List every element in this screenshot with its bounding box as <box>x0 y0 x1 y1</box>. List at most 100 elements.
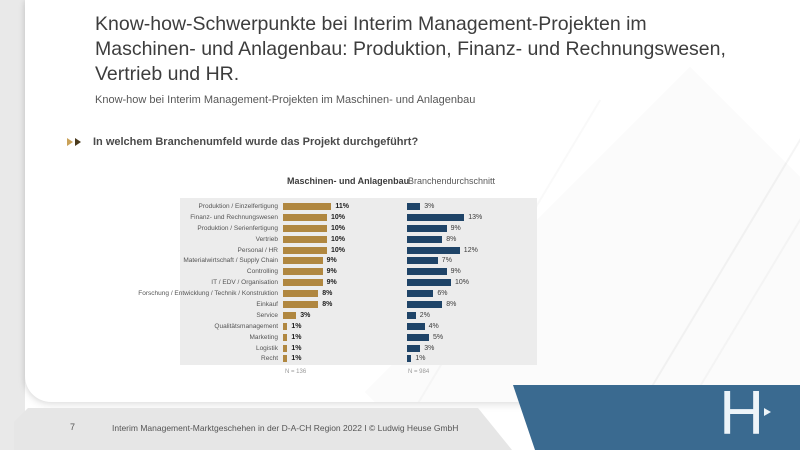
chart-row: Finanz- und Rechnungswesen 10% 13% <box>180 212 560 223</box>
value-label-right: 3% <box>424 202 435 210</box>
chart-panel <box>180 198 537 365</box>
value-label-right: 10% <box>455 279 470 287</box>
title-block: Know-how-Schwerpunkte bei Interim Manage… <box>95 12 743 106</box>
bar-left <box>283 290 319 298</box>
bar-left <box>283 246 327 254</box>
arrow-right-icon <box>75 138 81 146</box>
left-gutter <box>0 0 25 450</box>
value-label-right: 4% <box>428 322 439 330</box>
category-label: Finanz- und Rechnungswesen <box>190 213 278 221</box>
value-label-left: 1% <box>291 344 302 352</box>
chart-row: Service 3% 2% <box>180 310 560 321</box>
double-arrow-icon <box>67 138 81 146</box>
value-label-right: 2% <box>419 311 430 319</box>
bar-right <box>407 344 421 352</box>
value-label-left: 9% <box>326 257 337 265</box>
chart-row: Materialwirtschaft / Supply Chain 9% 7% <box>180 255 560 266</box>
value-label-left: 8% <box>322 300 333 308</box>
value-label-left: 3% <box>300 311 311 319</box>
bar-right <box>407 322 425 330</box>
bar-left <box>283 322 288 330</box>
bar-left <box>283 279 323 287</box>
bar-left <box>283 213 327 221</box>
value-label-left: 9% <box>326 279 337 287</box>
value-label-right: 13% <box>468 213 483 221</box>
category-label: Controlling <box>246 268 278 276</box>
category-label: Personal / HR <box>237 246 278 254</box>
bar-right <box>407 333 429 341</box>
logo-letter: H <box>719 379 764 448</box>
bar-left <box>283 311 297 319</box>
chart-row: Vertrieb 10% 8% <box>180 234 560 245</box>
category-label: Produktion / Serienfertigung <box>197 224 278 232</box>
value-label-left: 1% <box>291 322 302 330</box>
value-label-right: 9% <box>450 268 461 276</box>
bar-left <box>283 355 288 363</box>
value-label-right: 1% <box>415 355 426 363</box>
category-label: Vertrieb <box>255 235 278 243</box>
bar-left <box>283 257 323 265</box>
bar-left <box>283 224 327 232</box>
bar-right <box>407 202 421 210</box>
category-label: Service <box>256 311 278 319</box>
page-number: 7 <box>70 422 76 432</box>
chart-row: Recht 1% 1% <box>180 353 560 364</box>
bar-left <box>283 268 323 276</box>
value-label-left: 1% <box>291 355 302 363</box>
heuse-h-logo: H <box>719 385 764 445</box>
value-label-right: 8% <box>446 235 457 243</box>
category-label: Logistik <box>255 344 278 352</box>
category-label: Marketing <box>249 333 278 341</box>
value-label-left: 8% <box>322 290 333 298</box>
chart-row: Logistik 1% 3% <box>180 343 560 354</box>
chart-row: Controlling 9% 9% <box>180 266 560 277</box>
page-title: Know-how-Schwerpunkte bei Interim Manage… <box>95 13 726 85</box>
bar-right <box>407 268 447 276</box>
chart-row: Forschung / Entwicklung / Technik / Kons… <box>138 288 560 299</box>
chart-row: Einkauf 8% 8% <box>180 299 560 310</box>
bar-right <box>407 311 416 319</box>
bar-right <box>407 235 443 243</box>
series-name-right: Branchendurchschnitt <box>408 176 496 186</box>
chart-row: Produktion / Einzelfertigung 11% 3% <box>180 201 560 212</box>
arrow-right-icon <box>67 138 73 146</box>
value-label-right: 9% <box>450 224 461 232</box>
bar-right <box>407 246 460 254</box>
logo-arrow-icon <box>764 408 771 416</box>
bar-right <box>407 213 465 221</box>
chart-row: Produktion / Serienfertigung 10% 9% <box>180 223 560 234</box>
category-label: Recht <box>261 355 278 363</box>
chart-row: Qualitätsmanagement 1% 4% <box>180 321 560 332</box>
value-label-left: 11% <box>335 202 350 210</box>
bar-left <box>283 300 319 308</box>
bar-right <box>407 224 447 232</box>
value-label-right: 7% <box>441 257 452 265</box>
question-row: In welchem Branchenumfeld wurde das Proj… <box>67 136 418 148</box>
page-subtitle: Know-how bei Interim Management-Projekte… <box>95 94 476 106</box>
value-label-right: 6% <box>437 290 448 298</box>
category-label: Produktion / Einzelfertigung <box>198 202 279 210</box>
source-text: Interim Management-Marktgeschehen in der… <box>112 423 459 433</box>
category-label: Qualitätsmanagement <box>214 322 278 330</box>
value-label-left: 10% <box>331 213 346 221</box>
bar-right <box>407 300 443 308</box>
value-label-left: 10% <box>331 246 346 254</box>
bar-right <box>407 290 434 298</box>
value-label-right: 8% <box>446 300 457 308</box>
bar-right <box>407 279 451 287</box>
value-label-right: 5% <box>433 333 444 341</box>
value-label-left: 9% <box>326 268 337 276</box>
chart-row: Marketing 1% 5% <box>180 332 560 343</box>
n-label-right: N = 984 <box>408 369 430 375</box>
category-label: Forschung / Entwicklung / Technik / Kons… <box>138 290 278 298</box>
value-label-left: 1% <box>291 333 302 341</box>
footer-strip <box>14 408 512 450</box>
bar-chart: Maschinen- und Anlagenbau Branchendurchs… <box>138 176 560 381</box>
bar-right <box>407 257 438 265</box>
chart-row: IT / EDV / Organisation 9% 10% <box>180 277 560 288</box>
value-label-left: 10% <box>331 224 346 232</box>
value-label-left: 10% <box>331 235 346 243</box>
chart-row: Personal / HR 10% 12% <box>180 245 560 256</box>
bar-left <box>283 344 288 352</box>
